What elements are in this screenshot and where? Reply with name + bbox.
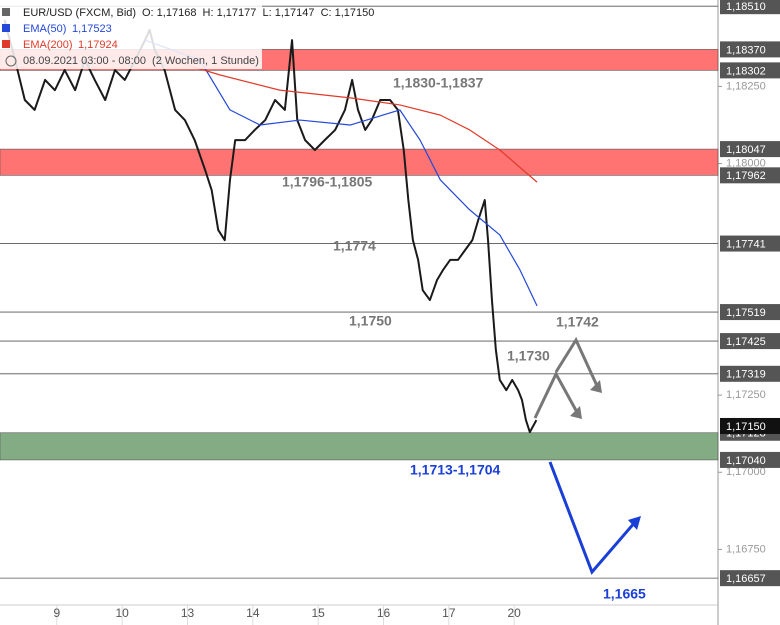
- series-line: [3, 19, 538, 434]
- zone-top-label: 1,18370: [726, 44, 766, 56]
- legend: EUR/USD (FXCM, Bid) O: 1,17168 H: 1,1717…: [0, 3, 374, 69]
- series-line: [169, 59, 538, 183]
- level-box: [720, 0, 780, 15]
- annotation: 1,1774: [333, 238, 376, 254]
- level-box: [720, 570, 780, 587]
- zone-bottom-box: [720, 451, 780, 468]
- zone-bottom-label: 1,18302: [726, 65, 766, 77]
- y-tick-label: 1,16750: [726, 543, 766, 555]
- zone: [0, 432, 719, 461]
- x-tick-label: 17: [442, 606, 456, 620]
- zone-bottom-label: 1,17962: [726, 170, 766, 182]
- legend-entry: EMA(50): [23, 23, 66, 35]
- legend-icon: [2, 24, 10, 32]
- level-label: 1,17425: [726, 336, 766, 348]
- x-tick-label: 20: [507, 606, 521, 620]
- level-box: [720, 365, 780, 382]
- y-tick-label: 1,18000: [726, 158, 766, 170]
- period: 08.09.2021 03:00 - 08:00 (2 Wochen, 1 St…: [23, 55, 259, 67]
- legend-icon: [2, 40, 10, 48]
- annotation: 1,1796-1,1805: [282, 174, 373, 190]
- legend-value: 1,17924: [78, 39, 118, 51]
- gray-arrow: [554, 336, 600, 389]
- arrow-head: [590, 380, 602, 393]
- x-tick-label: 10: [115, 606, 129, 620]
- annotation: 1,1730: [507, 348, 550, 364]
- level-label: 1,18510: [726, 1, 766, 13]
- zone-bottom-label: 1,17040: [726, 455, 766, 467]
- legend-value: 1,17523: [72, 23, 112, 35]
- series-line: [144, 39, 538, 307]
- blue-arrow: [548, 461, 638, 575]
- annotation: 1,1830-1,1837: [393, 75, 484, 91]
- zone: [0, 148, 719, 176]
- level-label: 1,17519: [726, 307, 766, 319]
- x-tick-label: 16: [377, 606, 391, 620]
- level-box: [720, 235, 780, 252]
- arrow-head: [628, 516, 641, 530]
- legend-icon: [2, 8, 10, 16]
- x-tick-label: 14: [246, 606, 260, 620]
- projection-arrows: [533, 336, 641, 575]
- y-tick-label: 1,17250: [726, 389, 766, 401]
- y-tick-label: 1,17000: [726, 466, 766, 478]
- zone-bottom-box: [720, 167, 780, 184]
- zone-bottom-box: [720, 62, 780, 79]
- level-label: 1,17319: [726, 369, 766, 381]
- legend-entry: EMA(200): [23, 39, 73, 51]
- last-price-box: [720, 417, 780, 434]
- zone-top-label: 1,18047: [726, 144, 766, 156]
- x-tick-label: 13: [181, 606, 195, 620]
- annotation: 1,1742: [556, 314, 599, 330]
- x-tick-label: 9: [53, 606, 60, 620]
- annotation: 1,1713-1,1704: [410, 462, 501, 478]
- last-price-label: 1,17150: [726, 421, 766, 433]
- legend-box: [0, 3, 262, 69]
- level-label: 1,16657: [726, 573, 766, 585]
- x-tick-label: 15: [311, 606, 325, 620]
- arrow-head: [570, 406, 582, 419]
- annotation: 1,1750: [349, 313, 392, 329]
- gray-arrow: [533, 370, 580, 419]
- clock-icon: [5, 55, 17, 67]
- zone-top-box: [720, 41, 780, 58]
- level-box: [720, 304, 780, 321]
- level-box: [720, 333, 780, 350]
- annotation: 1,1665: [603, 586, 646, 602]
- y-tick-label: 1,18250: [726, 80, 766, 92]
- ohlc: O: 1,17168 H: 1,17177 L: 1,17147 C: 1,17…: [142, 7, 374, 19]
- legend-title: EUR/USD (FXCM, Bid): [23, 7, 136, 19]
- zone-top-box: [720, 141, 780, 158]
- level-label: 1,17741: [726, 238, 766, 250]
